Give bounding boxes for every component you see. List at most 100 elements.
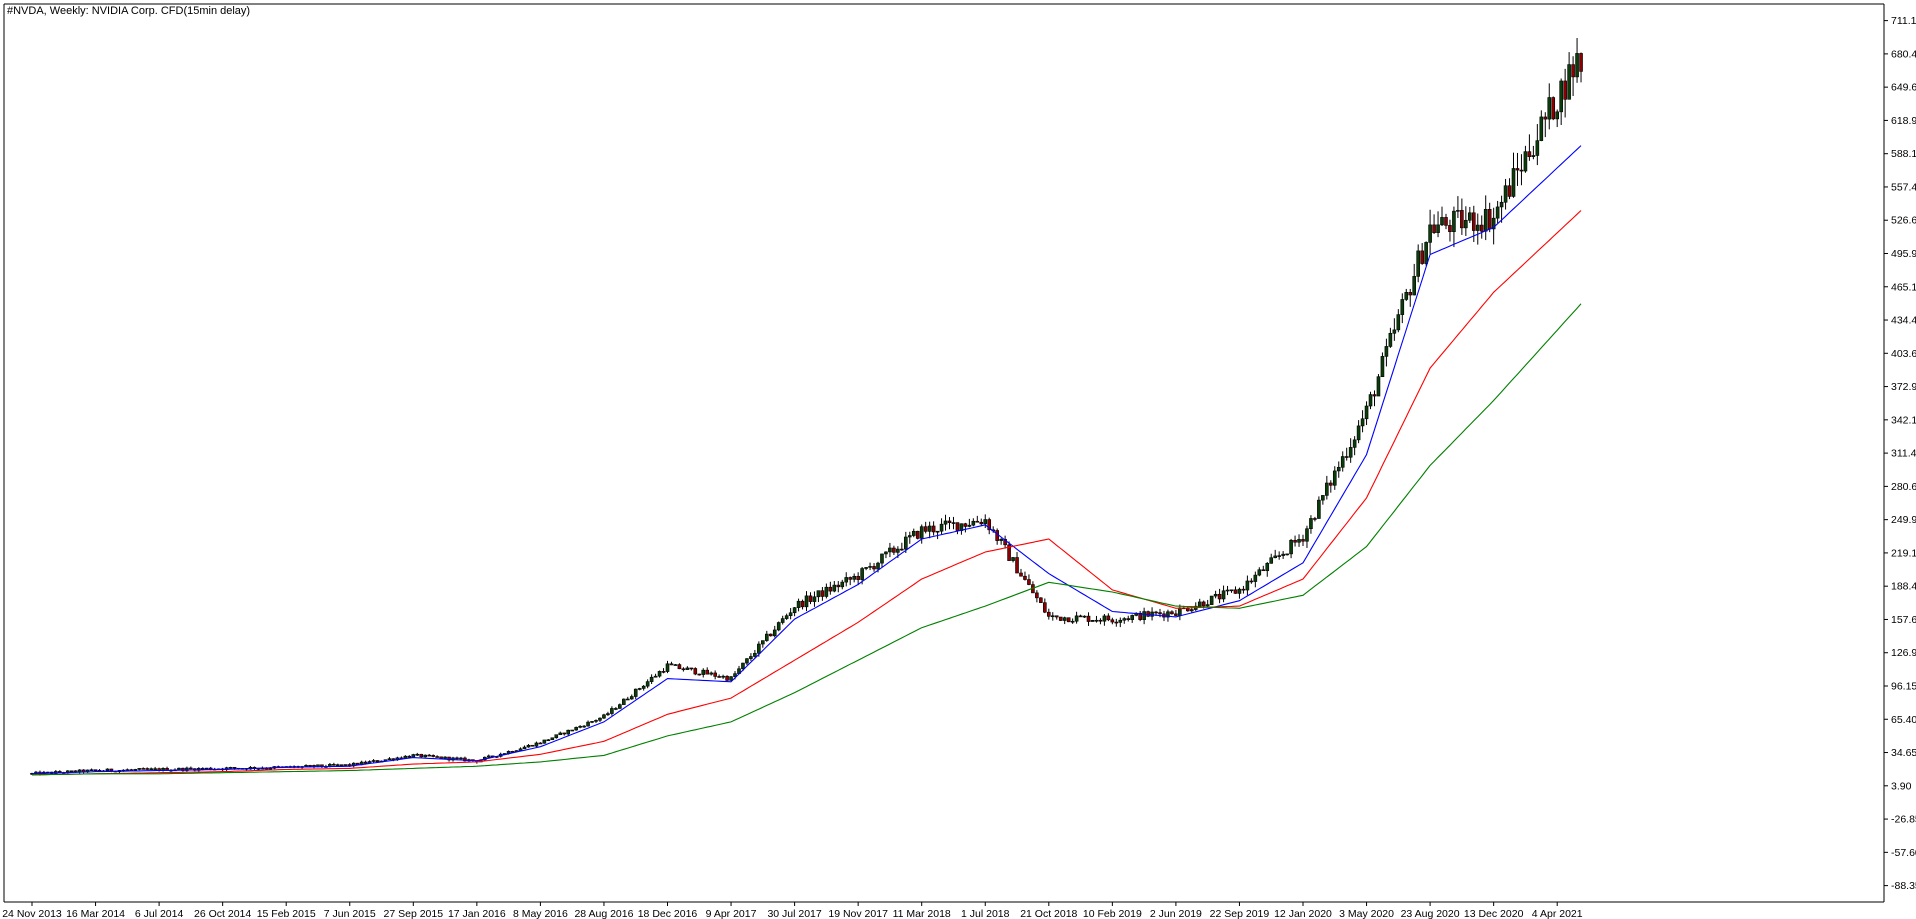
candle-body bbox=[1575, 53, 1579, 78]
candle-body bbox=[1003, 538, 1007, 546]
ytick-label: 649.65 bbox=[1891, 82, 1916, 94]
candle-body bbox=[927, 525, 932, 532]
candle-body bbox=[1297, 539, 1301, 543]
candle-body bbox=[1265, 563, 1270, 572]
xtick-label: 26 Oct 2014 bbox=[194, 908, 251, 919]
candle-body bbox=[530, 744, 535, 747]
candle-body bbox=[1531, 155, 1536, 157]
candle-body bbox=[693, 668, 698, 675]
candle-body bbox=[93, 769, 98, 771]
candle-body bbox=[415, 753, 420, 756]
candle-body bbox=[880, 553, 884, 564]
candle-body bbox=[1102, 615, 1107, 622]
ytick-label: 372.90 bbox=[1891, 381, 1916, 393]
candle-body bbox=[443, 756, 447, 759]
candle-body bbox=[1094, 619, 1099, 622]
candle-body bbox=[153, 768, 157, 770]
candle-body bbox=[1380, 356, 1385, 377]
candle-body bbox=[1225, 589, 1230, 592]
ytick-label: 96.15 bbox=[1891, 680, 1916, 692]
candle-body bbox=[1527, 151, 1532, 157]
candle-body bbox=[411, 754, 416, 758]
candle-body bbox=[189, 767, 193, 770]
candle-body bbox=[407, 755, 412, 758]
candle-body bbox=[1321, 495, 1325, 501]
candle-body bbox=[860, 568, 864, 580]
ytick-label: 711.15 bbox=[1891, 15, 1916, 27]
candle-body bbox=[1261, 569, 1266, 572]
candle-body bbox=[967, 524, 972, 527]
candle-body bbox=[1460, 210, 1464, 229]
ytick-label: 65.40 bbox=[1891, 714, 1916, 726]
candle-body bbox=[1257, 569, 1262, 576]
candle-body bbox=[1448, 225, 1452, 233]
candle-body bbox=[518, 748, 523, 751]
candle-body bbox=[375, 760, 380, 763]
candle-body bbox=[1408, 292, 1413, 296]
candle-body bbox=[733, 673, 737, 677]
candle-body bbox=[1007, 544, 1011, 561]
candle-body bbox=[594, 720, 598, 722]
candle-body bbox=[455, 757, 459, 760]
chart-title: #NVDA, Weekly: NVIDIA Corp. CFD(15min de… bbox=[7, 5, 250, 17]
candle-body bbox=[343, 764, 348, 766]
xtick-label: 28 Aug 2016 bbox=[574, 908, 633, 919]
xtick-label: 4 Apr 2021 bbox=[1532, 908, 1583, 919]
candle-body bbox=[618, 704, 622, 709]
xtick-label: 8 May 2016 bbox=[513, 908, 568, 919]
candle-body bbox=[534, 742, 539, 747]
candle-body bbox=[1126, 618, 1131, 620]
candle-body bbox=[363, 761, 368, 764]
candle-body bbox=[69, 770, 74, 773]
ytick-label: 588.15 bbox=[1891, 148, 1916, 160]
candle-body bbox=[1364, 405, 1369, 420]
candle-body bbox=[200, 768, 205, 770]
candle-body bbox=[550, 737, 555, 741]
candle-body bbox=[1285, 553, 1289, 556]
candle-body bbox=[1571, 64, 1575, 78]
candle-body bbox=[983, 519, 988, 525]
candle-body bbox=[1432, 224, 1436, 233]
candle-body bbox=[725, 675, 729, 681]
candle-body bbox=[685, 667, 690, 670]
candle-body bbox=[566, 729, 571, 735]
candle-body bbox=[1098, 619, 1103, 622]
candle-body bbox=[459, 757, 463, 760]
candle-body bbox=[816, 590, 821, 598]
candle-body bbox=[705, 669, 710, 675]
candle-body bbox=[1281, 553, 1285, 556]
candle-body bbox=[1483, 208, 1488, 232]
candle-body bbox=[1372, 394, 1377, 397]
candle-body bbox=[1555, 111, 1559, 120]
candle-body bbox=[1289, 539, 1293, 555]
candle-body bbox=[1178, 607, 1182, 616]
candle-body bbox=[268, 768, 273, 770]
candle-body bbox=[884, 551, 888, 555]
candle-body bbox=[1388, 332, 1393, 347]
candle-body bbox=[1475, 224, 1480, 231]
candle-body bbox=[935, 530, 940, 533]
candle-body bbox=[1229, 589, 1234, 592]
candle-body bbox=[876, 562, 880, 570]
candle-body bbox=[717, 676, 721, 678]
candle-body bbox=[1535, 140, 1540, 156]
xtick-label: 6 Jul 2014 bbox=[135, 908, 184, 919]
candle-body bbox=[371, 760, 376, 762]
candle-body bbox=[844, 577, 849, 583]
candle-body bbox=[749, 656, 753, 659]
candle-body bbox=[1154, 611, 1158, 614]
candle-body bbox=[145, 768, 149, 770]
candle-body bbox=[987, 519, 992, 531]
candle-body bbox=[645, 681, 650, 687]
candle-body bbox=[840, 581, 845, 588]
candle-body bbox=[999, 538, 1003, 541]
candle-body bbox=[1273, 555, 1277, 559]
candle-body bbox=[1551, 97, 1556, 120]
candle-body bbox=[602, 714, 606, 719]
candle-body bbox=[427, 754, 431, 757]
candle-body bbox=[657, 671, 662, 677]
candle-body bbox=[1245, 580, 1250, 591]
candle-body bbox=[1189, 609, 1194, 612]
ytick-label: -26.85 bbox=[1891, 814, 1916, 826]
series-layer bbox=[30, 38, 1583, 776]
